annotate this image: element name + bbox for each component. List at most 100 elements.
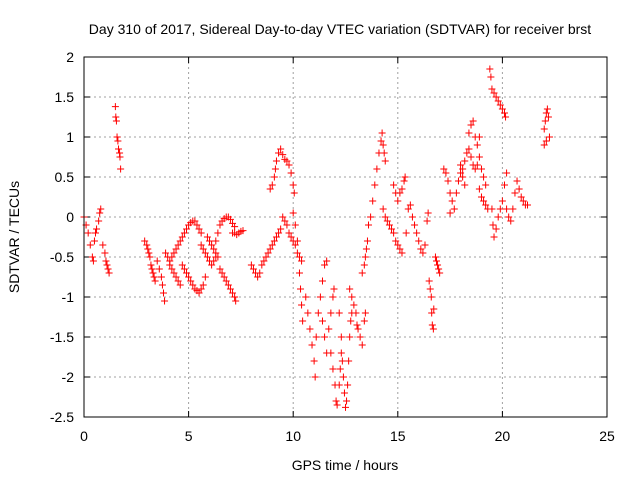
data-point — [270, 237, 278, 245]
data-point — [461, 181, 469, 189]
y-tick-label: -1 — [62, 289, 75, 305]
data-point — [511, 189, 519, 197]
data-point — [113, 133, 121, 141]
data-point — [350, 301, 358, 309]
data-point — [337, 333, 345, 341]
data-point — [369, 197, 377, 205]
data-point — [101, 249, 109, 257]
data-point — [201, 273, 209, 281]
data-point — [172, 273, 180, 281]
data-point — [444, 177, 452, 185]
data-point — [360, 261, 368, 269]
data-point — [496, 101, 504, 109]
data-point — [222, 277, 230, 285]
data-point — [465, 129, 473, 137]
data-point — [212, 249, 220, 257]
data-point — [264, 249, 272, 257]
data-point — [310, 357, 318, 365]
data-point — [388, 225, 396, 233]
data-point — [329, 365, 337, 373]
data-point — [268, 181, 276, 189]
data-point — [206, 237, 214, 245]
data-point — [524, 201, 532, 209]
data-point — [415, 237, 423, 245]
data-point — [299, 317, 307, 325]
data-point — [433, 257, 441, 265]
data-point — [428, 309, 436, 317]
data-point — [271, 165, 279, 173]
data-point — [146, 253, 154, 261]
data-point — [358, 269, 366, 277]
data-point — [373, 165, 381, 173]
data-point — [404, 205, 412, 213]
data-point — [490, 233, 498, 241]
data-point — [277, 145, 285, 153]
data-point — [293, 249, 301, 257]
data-point — [358, 341, 366, 349]
data-point — [347, 317, 355, 325]
data-point — [268, 241, 276, 249]
data-point — [285, 161, 293, 169]
data-point — [429, 325, 437, 333]
data-point — [298, 257, 306, 265]
data-point — [279, 151, 287, 159]
data-point — [413, 229, 421, 237]
data-point — [295, 253, 303, 261]
data-point — [380, 149, 388, 157]
data-point — [448, 197, 456, 205]
data-point — [465, 145, 473, 153]
data-point — [145, 249, 153, 257]
data-point — [283, 157, 291, 165]
data-point — [297, 285, 305, 293]
data-point — [540, 125, 548, 133]
data-point — [544, 113, 552, 121]
data-point — [195, 225, 203, 233]
data-point — [231, 223, 239, 231]
data-point — [155, 265, 163, 273]
data-point — [203, 233, 211, 241]
data-point — [180, 229, 188, 237]
data-point — [346, 285, 354, 293]
data-point — [519, 197, 527, 205]
ticks: 0 5 10 15 20 25 -2.5 -2 -1.5 -1 -0.5 0 0.5 1 1.5 2 — [50, 49, 615, 444]
data-point — [434, 261, 442, 269]
x-axis-label: GPS time / hours — [292, 457, 399, 473]
data-point — [498, 197, 506, 205]
y-tick-label: 0 — [66, 209, 74, 225]
data-point — [346, 333, 354, 341]
data-point — [210, 257, 218, 265]
data-point — [214, 253, 222, 261]
data-point — [383, 217, 391, 225]
data-point — [356, 333, 364, 341]
data-point — [436, 269, 444, 277]
data-point — [406, 201, 414, 209]
data-point — [342, 403, 349, 411]
data-point — [361, 309, 369, 317]
data-point — [545, 133, 553, 141]
data-point — [314, 309, 322, 317]
data-point — [220, 273, 228, 281]
plot-border — [83, 56, 608, 418]
data-point — [337, 349, 345, 357]
data-point — [283, 221, 291, 229]
data-point — [112, 117, 120, 125]
data-point — [492, 93, 500, 101]
data-point — [99, 241, 107, 249]
data-point — [494, 213, 502, 221]
data-point — [339, 373, 347, 381]
data-point — [306, 325, 314, 333]
data-point — [153, 257, 161, 265]
data-point — [95, 217, 103, 225]
data-point — [327, 309, 335, 317]
data-point — [381, 213, 389, 221]
data-point — [312, 333, 320, 341]
data-point — [419, 249, 427, 257]
data-point — [144, 245, 152, 253]
data-point — [168, 253, 176, 261]
data-point — [336, 365, 344, 373]
data-point — [208, 261, 216, 269]
data-point — [486, 65, 494, 73]
data-point — [89, 257, 97, 265]
data-point — [197, 241, 205, 249]
data-point — [289, 209, 297, 217]
